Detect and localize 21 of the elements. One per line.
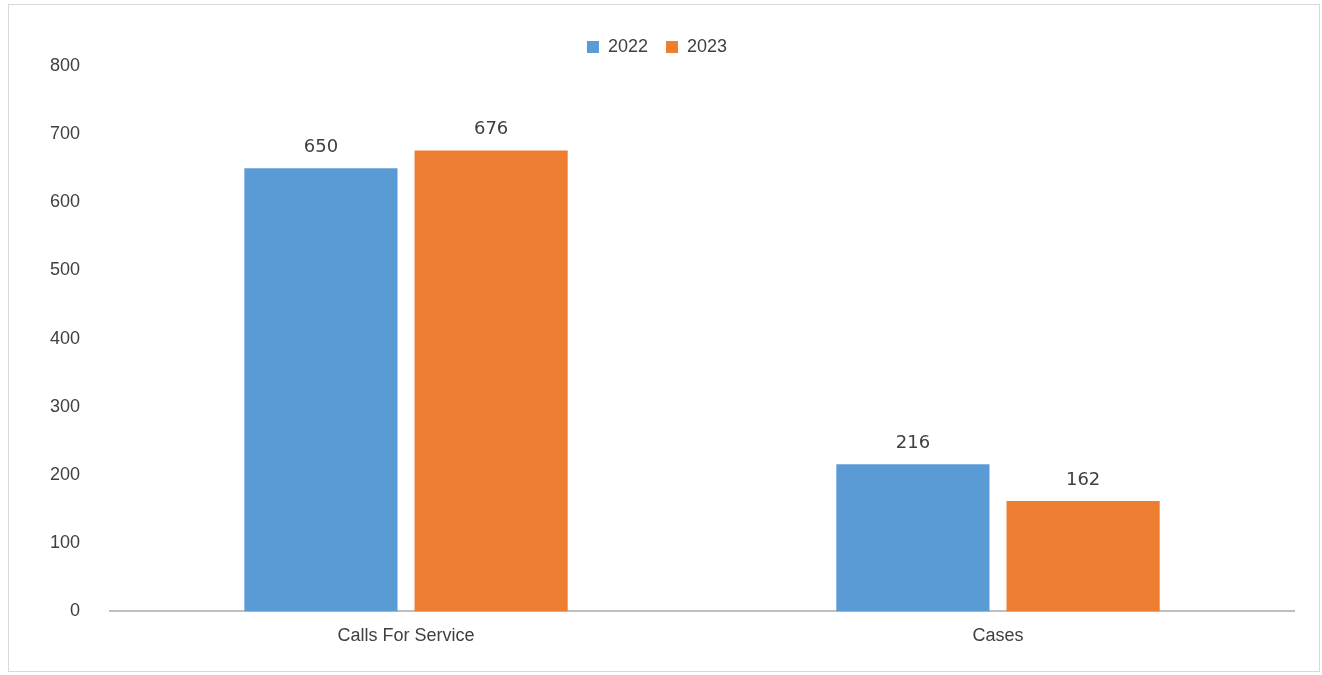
- data-label: 216: [895, 430, 931, 452]
- y-tick-label: 600: [49, 191, 81, 212]
- y-tick-label: 100: [49, 532, 81, 553]
- y-tick-label: 300: [49, 395, 81, 416]
- bar: [244, 168, 398, 612]
- data-label: 162: [1065, 467, 1101, 489]
- y-tick-label: 400: [49, 327, 81, 348]
- data-label: 650: [303, 134, 339, 156]
- y-tick-label: 500: [49, 259, 81, 280]
- x-tick-label: Calls For Service: [337, 625, 475, 646]
- bar: [1006, 500, 1160, 612]
- legend-label: 2023: [687, 35, 728, 56]
- x-tick-label: Cases: [972, 625, 1024, 646]
- bar: [414, 150, 568, 612]
- data-label: 676: [473, 117, 509, 139]
- bar: [836, 464, 990, 612]
- y-tick-label: 200: [49, 464, 81, 485]
- y-tick-label: 800: [49, 54, 81, 75]
- legend-label: 2022: [607, 35, 648, 56]
- y-tick-label: 0: [70, 600, 81, 621]
- y-tick-label: 700: [49, 123, 81, 144]
